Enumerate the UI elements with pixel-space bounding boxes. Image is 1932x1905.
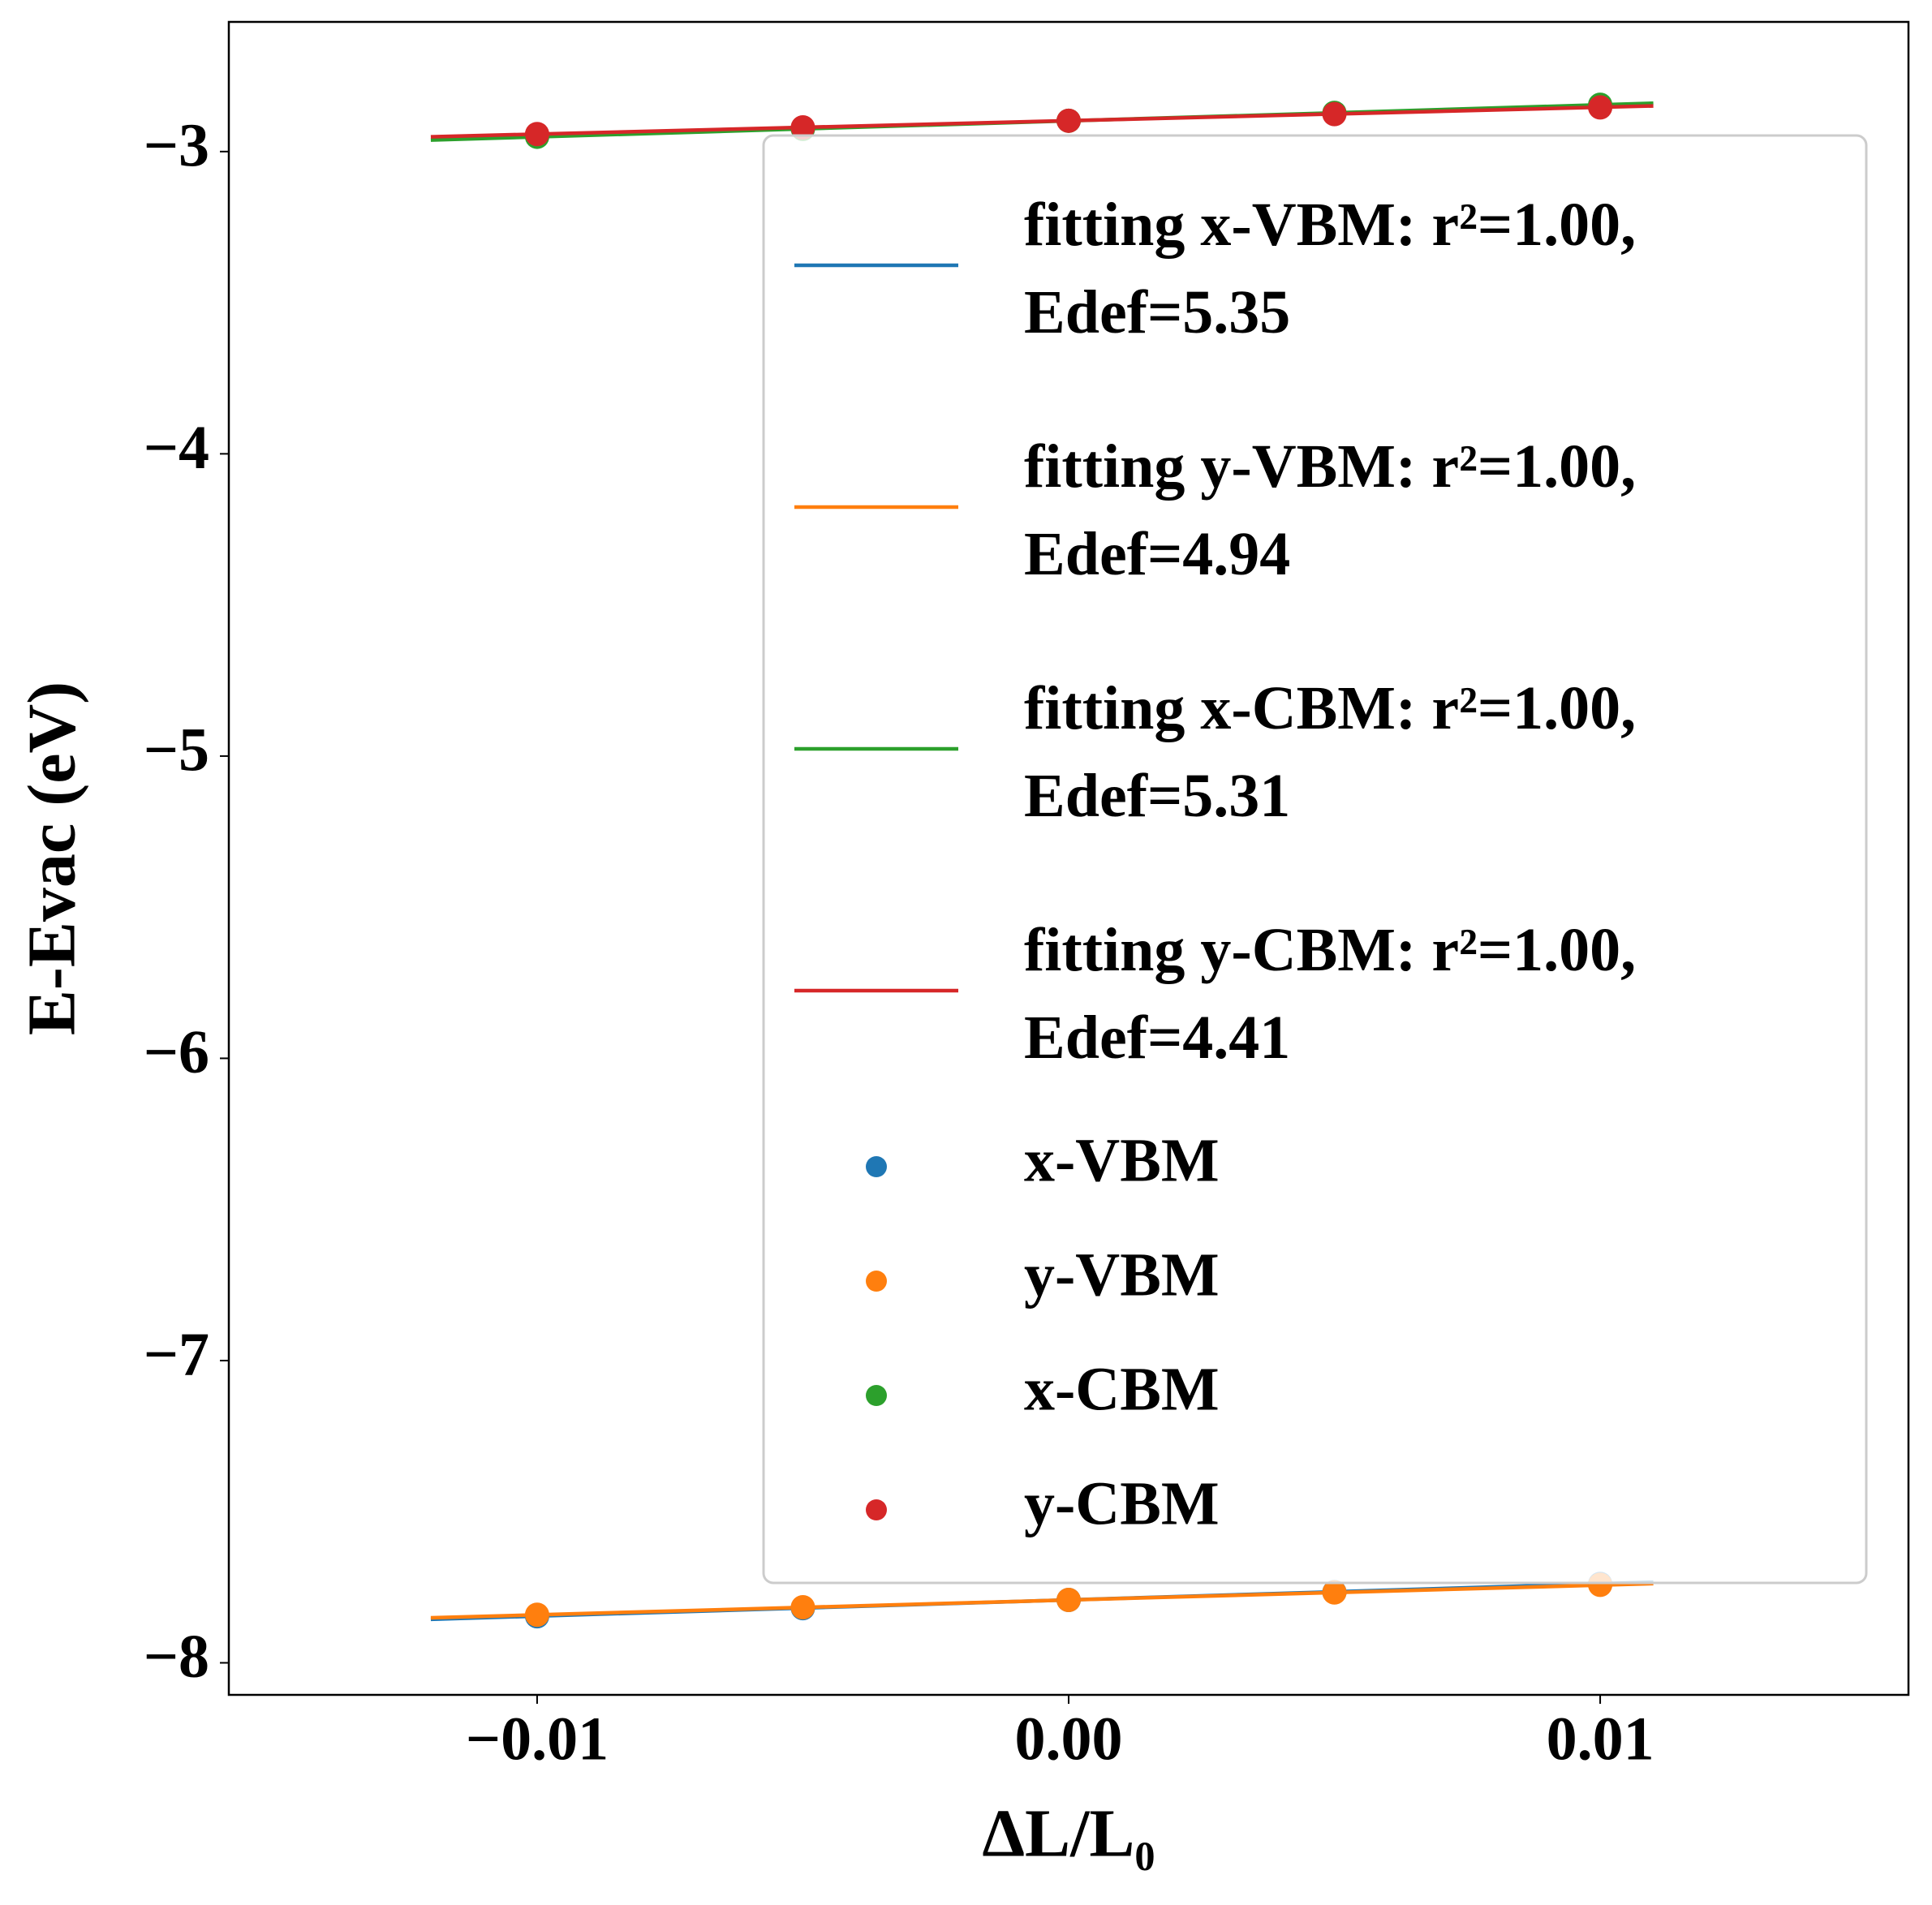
legend-marker [866, 1156, 887, 1177]
y-tick-label: −4 [144, 414, 209, 482]
x-tick-label: 0.00 [1015, 1705, 1123, 1773]
data-point [790, 1594, 815, 1619]
data-point [790, 115, 815, 140]
data-point [524, 122, 549, 147]
legend-marker [866, 1385, 887, 1406]
data-point [1322, 101, 1347, 127]
legend-marker [866, 1271, 887, 1292]
y-tick-label: −5 [144, 716, 209, 784]
plot-frame [227, 20, 1910, 1696]
legend-label: y-VBM [1024, 1241, 1220, 1309]
legend-label: x-CBM [1024, 1355, 1220, 1423]
data-point [1588, 95, 1613, 120]
legend-marker [866, 1499, 887, 1520]
legend-label: x-VBM [1024, 1126, 1220, 1194]
data-point [1056, 1588, 1081, 1613]
y-tick-label: −7 [144, 1320, 209, 1388]
y-tick-label: −6 [144, 1018, 209, 1086]
legend-label: fitting y-CBM: r²=1.00, Edef=4.41 [1024, 916, 1651, 1072]
legend-label: fitting x-CBM: r²=1.00, Edef=5.31 [1024, 674, 1651, 830]
legend-label: fitting x-VBM: r²=1.00, Edef=5.35 [1024, 191, 1651, 346]
fit-line [430, 1581, 1654, 1620]
legend: fitting x-VBM: r²=1.00, Edef=5.35 fitting… [762, 134, 1868, 1585]
y-tick-label: −3 [144, 111, 209, 179]
y-axis-label: E-Evac (eV) [14, 682, 89, 1035]
y-tick-label: −8 [144, 1623, 209, 1691]
legend-label: fitting y-VBM: r²=1.00, Edef=4.94 [1024, 432, 1651, 588]
data-point [1322, 1580, 1347, 1605]
x-tick-label: 0.01 [1547, 1705, 1654, 1773]
data-point [524, 1602, 549, 1628]
fit-line [430, 104, 1654, 139]
x-axis-label: ΔL/L₀ [982, 1795, 1155, 1871]
legend-box [762, 134, 1868, 1585]
data-point [1056, 108, 1081, 133]
x-tick-label: −0.01 [466, 1705, 609, 1773]
legend-label: y-CBM [1024, 1469, 1220, 1537]
